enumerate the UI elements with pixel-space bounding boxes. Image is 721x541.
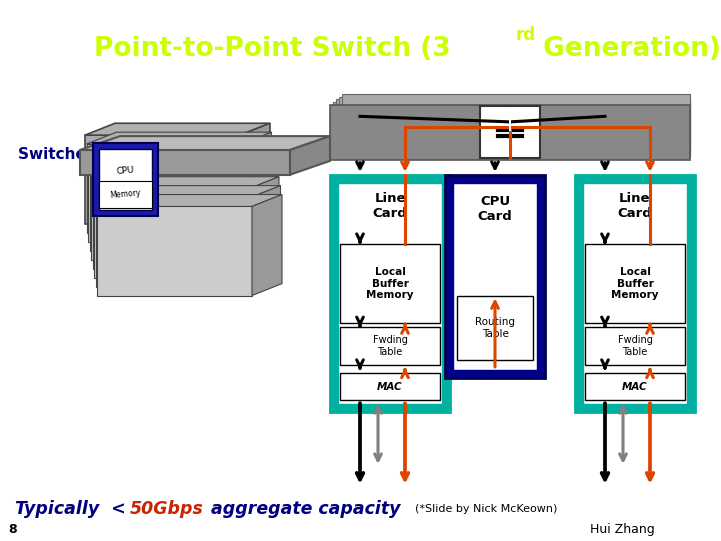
Text: Fwding
Table: Fwding Table: [618, 335, 653, 357]
Text: Line
Card: Line Card: [618, 193, 653, 220]
FancyBboxPatch shape: [445, 175, 545, 378]
Text: Switched Backplane: Switched Backplane: [18, 148, 190, 162]
Polygon shape: [89, 150, 275, 162]
Polygon shape: [250, 186, 280, 287]
Text: Local
Buffer
Memory: Local Buffer Memory: [366, 267, 414, 300]
Polygon shape: [242, 132, 272, 233]
Text: Point-to-Point Switch (3: Point-to-Point Switch (3: [94, 36, 451, 62]
Polygon shape: [80, 136, 330, 150]
FancyBboxPatch shape: [340, 244, 440, 323]
FancyBboxPatch shape: [87, 144, 242, 233]
FancyBboxPatch shape: [583, 183, 687, 404]
FancyBboxPatch shape: [330, 175, 450, 412]
Polygon shape: [95, 186, 280, 197]
Text: Routing
Table: Routing Table: [475, 318, 515, 339]
FancyBboxPatch shape: [453, 183, 537, 370]
Text: CPU: CPU: [115, 166, 134, 176]
FancyBboxPatch shape: [340, 327, 440, 365]
FancyBboxPatch shape: [89, 162, 244, 251]
FancyBboxPatch shape: [342, 94, 690, 148]
Polygon shape: [244, 150, 275, 251]
Polygon shape: [97, 195, 282, 207]
Polygon shape: [88, 141, 273, 153]
FancyBboxPatch shape: [585, 373, 685, 400]
Polygon shape: [243, 141, 273, 242]
Text: 8: 8: [8, 523, 17, 536]
FancyBboxPatch shape: [585, 327, 685, 365]
FancyBboxPatch shape: [88, 153, 243, 242]
FancyBboxPatch shape: [339, 96, 690, 151]
Text: MAC: MAC: [377, 381, 403, 392]
Text: Local
Buffer
Memory: Local Buffer Memory: [611, 267, 659, 300]
Text: Hui Zhang: Hui Zhang: [590, 523, 655, 536]
Text: CPU
Card: CPU Card: [477, 195, 513, 223]
FancyBboxPatch shape: [93, 143, 158, 216]
Polygon shape: [252, 195, 282, 295]
FancyBboxPatch shape: [94, 189, 249, 278]
FancyBboxPatch shape: [457, 295, 533, 360]
Polygon shape: [240, 123, 270, 224]
Polygon shape: [94, 177, 279, 189]
FancyBboxPatch shape: [80, 150, 290, 175]
Text: (*Slide by Nick McKeown): (*Slide by Nick McKeown): [415, 504, 557, 514]
FancyBboxPatch shape: [95, 197, 250, 287]
FancyBboxPatch shape: [330, 105, 690, 160]
Text: 50Gbps: 50Gbps: [130, 500, 204, 518]
FancyBboxPatch shape: [340, 373, 440, 400]
FancyBboxPatch shape: [585, 244, 685, 323]
FancyBboxPatch shape: [85, 135, 240, 224]
Polygon shape: [249, 177, 279, 278]
Text: rd: rd: [516, 26, 536, 44]
FancyBboxPatch shape: [99, 149, 152, 210]
FancyBboxPatch shape: [99, 181, 152, 208]
Polygon shape: [246, 159, 276, 260]
FancyBboxPatch shape: [338, 183, 442, 404]
FancyBboxPatch shape: [92, 180, 247, 269]
Text: aggregate capacity: aggregate capacity: [205, 500, 400, 518]
Text: Generation): Generation): [534, 36, 720, 62]
Polygon shape: [85, 123, 270, 135]
FancyBboxPatch shape: [333, 102, 690, 157]
FancyBboxPatch shape: [97, 207, 252, 295]
Polygon shape: [87, 132, 272, 144]
FancyBboxPatch shape: [91, 171, 246, 260]
FancyBboxPatch shape: [575, 175, 695, 412]
FancyBboxPatch shape: [336, 100, 690, 154]
Text: Typically  <: Typically <: [15, 500, 132, 518]
Text: Memory: Memory: [109, 189, 141, 200]
Polygon shape: [91, 159, 276, 171]
Text: Fwding
Table: Fwding Table: [373, 335, 407, 357]
Polygon shape: [92, 168, 278, 180]
FancyBboxPatch shape: [480, 107, 540, 158]
Polygon shape: [290, 136, 330, 175]
Polygon shape: [247, 168, 278, 269]
Text: MAC: MAC: [622, 381, 647, 392]
Text: Line
Card: Line Card: [373, 193, 407, 220]
